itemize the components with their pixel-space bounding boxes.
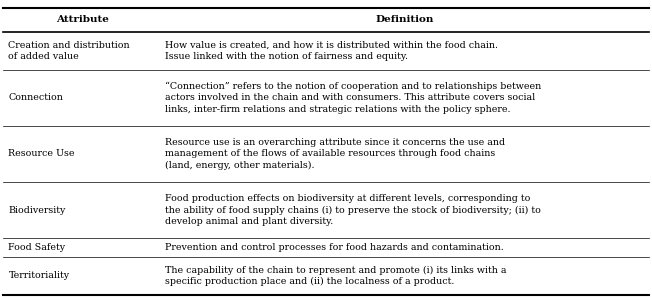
Text: Food production effects on biodiversity at different levels, corresponding to
th: Food production effects on biodiversity … bbox=[166, 194, 541, 226]
Text: Resource use is an overarching attribute since it concerns the use and
managemen: Resource use is an overarching attribute… bbox=[166, 138, 505, 170]
Text: Definition: Definition bbox=[376, 15, 434, 24]
Text: Biodiversity: Biodiversity bbox=[8, 206, 66, 215]
Text: Resource Use: Resource Use bbox=[8, 149, 75, 158]
Text: How value is created, and how it is distributed within the food chain.
Issue lin: How value is created, and how it is dist… bbox=[166, 40, 498, 61]
Text: “Connection” refers to the notion of cooperation and to relationships between
ac: “Connection” refers to the notion of coo… bbox=[166, 82, 542, 114]
Text: Food Safety: Food Safety bbox=[8, 243, 66, 252]
Text: Connection: Connection bbox=[8, 93, 63, 102]
Text: Prevention and control processes for food hazards and contamination.: Prevention and control processes for foo… bbox=[166, 243, 504, 252]
Text: Creation and distribution
of added value: Creation and distribution of added value bbox=[8, 40, 130, 61]
Text: Territoriality: Territoriality bbox=[8, 271, 70, 280]
Text: Attribute: Attribute bbox=[56, 15, 109, 24]
Text: The capability of the chain to represent and promote (i) its links with a
specif: The capability of the chain to represent… bbox=[166, 266, 507, 286]
